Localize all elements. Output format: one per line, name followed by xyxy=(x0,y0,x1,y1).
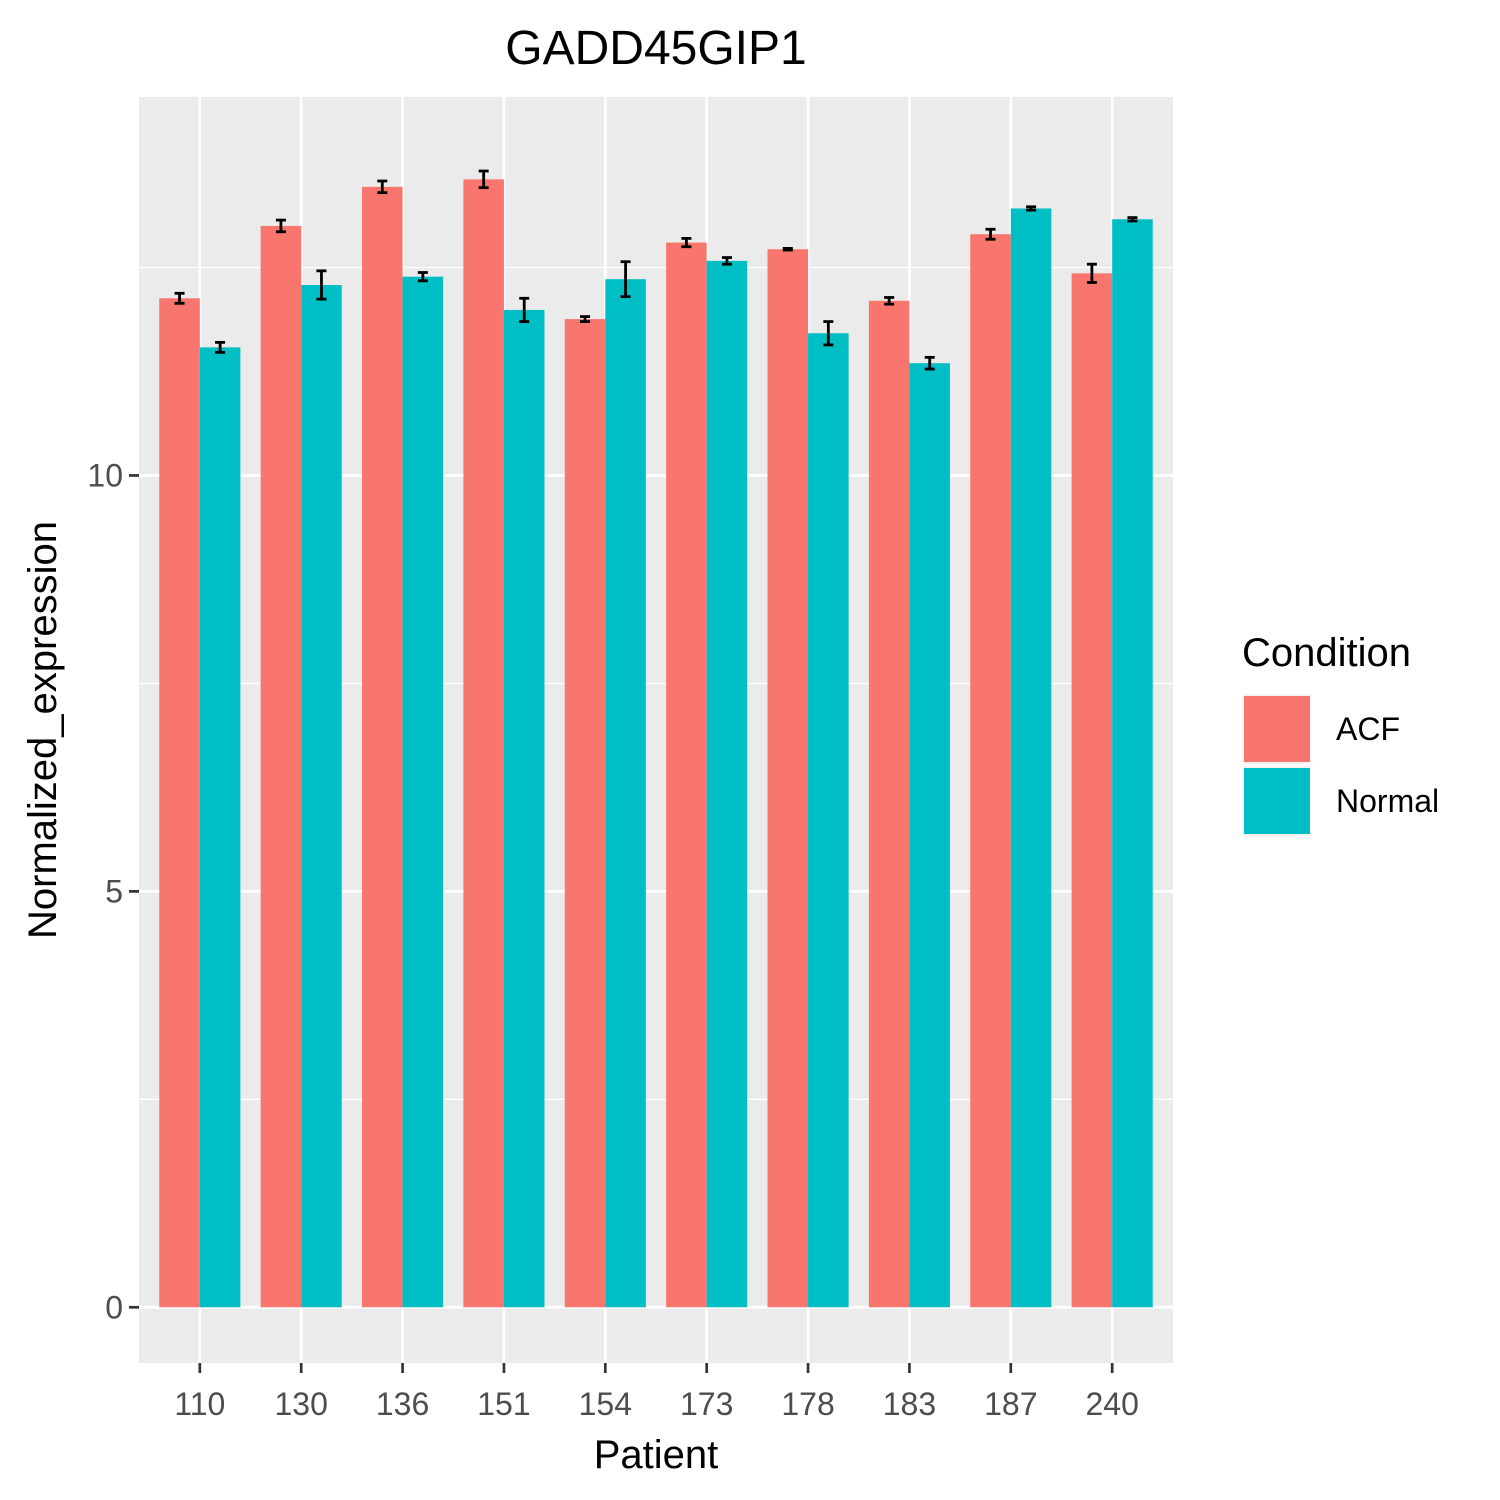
bar-acf xyxy=(463,179,504,1308)
error-bar xyxy=(580,315,591,323)
legend-title: Condition xyxy=(1242,631,1411,675)
bar-normal xyxy=(1112,219,1153,1308)
error-bar xyxy=(782,246,793,252)
bar-normal xyxy=(301,284,342,1308)
legend: Condition ACF Normal xyxy=(1242,631,1439,836)
bar-acf xyxy=(767,249,809,1308)
bars xyxy=(159,179,1153,1308)
error-bar xyxy=(620,260,631,299)
bar-normal xyxy=(909,363,950,1308)
error-bar xyxy=(1086,262,1097,284)
legend-swatch-normal xyxy=(1244,768,1310,834)
legend-label-acf: ACF xyxy=(1336,711,1400,747)
error-bar xyxy=(417,271,428,283)
y-tick-label: 0 xyxy=(105,1289,123,1325)
x-tick-label: 173 xyxy=(680,1386,733,1422)
bar-acf xyxy=(970,234,1011,1308)
error-bar xyxy=(985,227,996,241)
error-bar xyxy=(681,237,692,249)
x-tick-label: 187 xyxy=(984,1386,1037,1422)
bar-normal xyxy=(808,333,849,1308)
x-tick-label: 183 xyxy=(883,1386,936,1422)
error-bar xyxy=(478,169,489,190)
bar-acf xyxy=(666,242,707,1308)
legend-label-normal: Normal xyxy=(1336,783,1439,819)
bar-acf xyxy=(1071,273,1113,1308)
bar-normal xyxy=(402,276,444,1308)
x-tick-label: 154 xyxy=(579,1386,632,1422)
error-bar xyxy=(884,296,895,306)
bar-acf xyxy=(564,319,606,1308)
error-bar xyxy=(215,340,226,354)
x-tick-label: 178 xyxy=(781,1386,834,1422)
bar-normal xyxy=(503,309,545,1308)
error-bar xyxy=(377,179,388,195)
legend-swatch-acf xyxy=(1244,696,1310,762)
error-bar xyxy=(316,269,327,301)
x-tick-label: 240 xyxy=(1085,1386,1138,1422)
error-bar xyxy=(721,256,732,266)
bar-normal xyxy=(1010,208,1052,1308)
y-axis-title: Normalized_expression xyxy=(21,521,65,939)
y-tick-label: 10 xyxy=(87,457,123,493)
error-bar xyxy=(1127,216,1138,223)
error-bar xyxy=(823,320,834,347)
x-tick-label: 110 xyxy=(174,1386,225,1422)
error-bar xyxy=(519,296,530,323)
bar-acf xyxy=(362,186,403,1308)
bar-normal xyxy=(605,279,646,1308)
error-bar xyxy=(1026,205,1037,212)
y-tick-label: 5 xyxy=(105,873,123,909)
error-bar xyxy=(924,355,935,371)
x-tick-label: 130 xyxy=(275,1386,328,1422)
x-axis-title: Patient xyxy=(594,1433,719,1477)
chart-title: GADD45GIP1 xyxy=(505,22,806,75)
bar-acf xyxy=(260,225,302,1308)
axes: 0 5 10 110 130 136 151 154 173 178 183 187 240 xyxy=(87,457,1138,1422)
bar-acf xyxy=(159,298,200,1308)
x-tick-label: 151 xyxy=(477,1386,530,1422)
bar-acf xyxy=(868,300,910,1308)
error-bar xyxy=(174,291,185,305)
x-tick-label: 136 xyxy=(376,1386,429,1422)
bar-normal xyxy=(706,260,748,1308)
error-bar xyxy=(275,218,286,234)
bar-normal xyxy=(199,347,241,1308)
error-bars xyxy=(174,169,1138,371)
